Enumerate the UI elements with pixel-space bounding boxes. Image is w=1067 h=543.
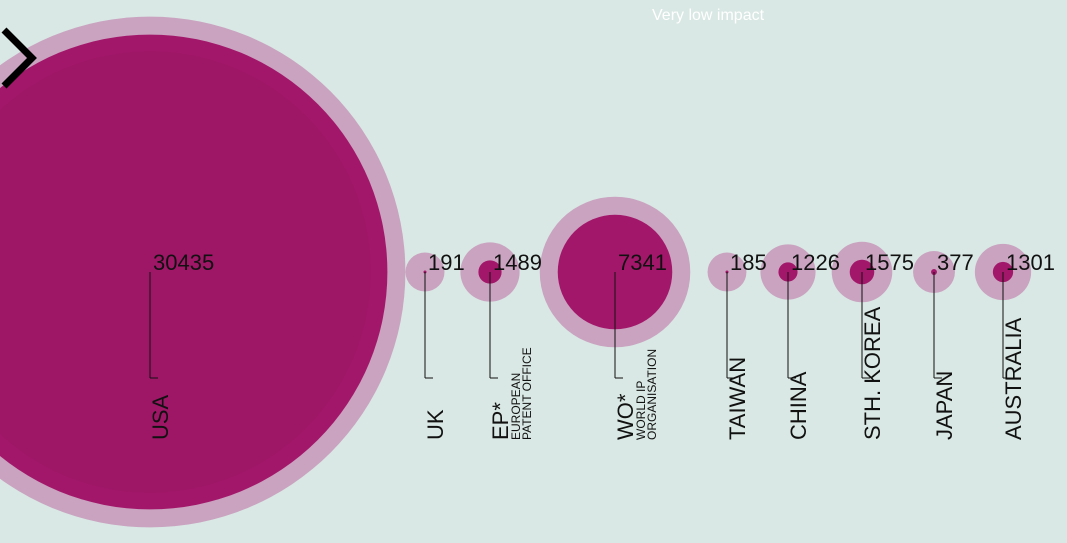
category-label: USA: [148, 394, 173, 440]
category-label: TAIWAN: [725, 357, 750, 440]
category-label: AUSTRALIA: [1001, 317, 1026, 440]
value-label: 185: [730, 250, 767, 275]
value-label: 30435: [153, 250, 214, 275]
value-label: 7341: [618, 250, 667, 275]
subtitle: Very low impact: [652, 7, 765, 24]
bubble-inner: [0, 51, 371, 493]
category-label: EP*: [488, 402, 513, 440]
value-label: 377: [937, 250, 974, 275]
category-note: WORLD IP: [634, 381, 648, 440]
category-label: CHINA: [786, 371, 811, 440]
category-note: ORGANISATION: [645, 349, 659, 440]
category-note: EUROPEAN: [509, 373, 523, 440]
value-label: 1575: [865, 250, 914, 275]
value-label: 1226: [791, 250, 840, 275]
value-label: 1301: [1006, 250, 1055, 275]
value-label: 191: [428, 250, 465, 275]
category-note: PATENT OFFICE: [520, 347, 534, 440]
value-label: 1489: [493, 250, 542, 275]
category-label: UK: [423, 409, 448, 440]
category-label: JAPAN: [932, 371, 957, 440]
back-chevron[interactable]: [1, 27, 37, 89]
category-label: WO*: [613, 393, 638, 440]
category-label: STH. KOREA: [860, 306, 885, 440]
